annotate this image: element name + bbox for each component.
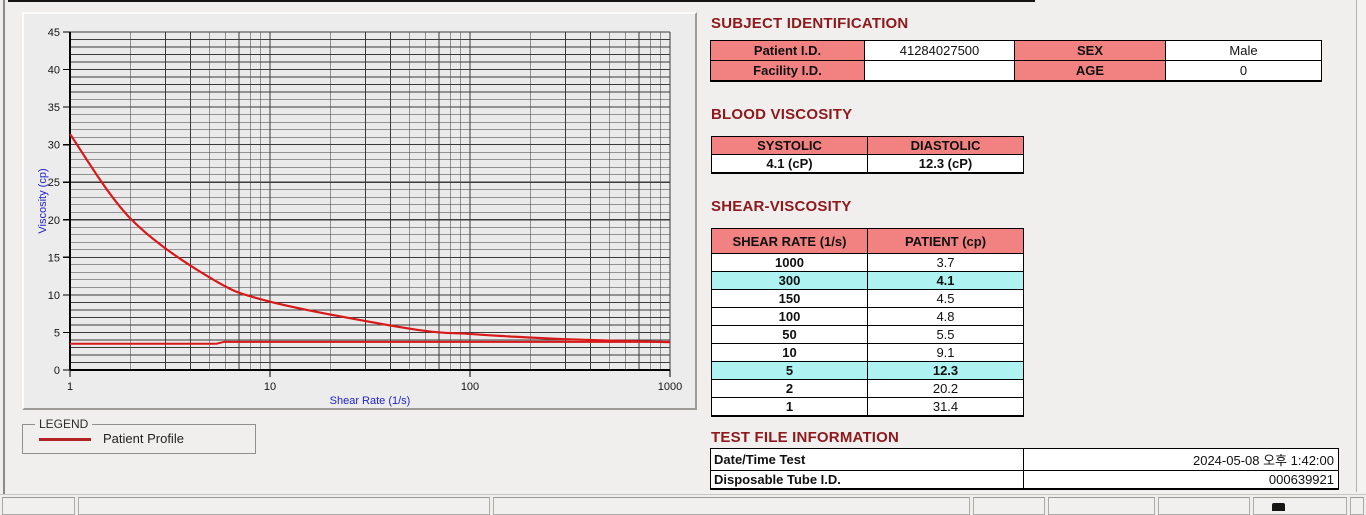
age-value: 0 [1165,60,1322,81]
patient-value-cell: 3.7 [867,253,1024,272]
patient-value-cell: 4.1 [867,271,1024,290]
right-separator-line [1356,0,1357,492]
status-panel [2,497,75,515]
sex-value: Male [1165,40,1322,61]
svg-text:20: 20 [48,215,60,227]
table-row: 100 4.8 [711,307,1024,326]
svg-text:0: 0 [54,365,60,377]
table-row: Patient I.D. 41284027500 SEX Male [710,40,1322,61]
shear-rate-cell: 1000 [711,253,868,272]
legend-entry-label: Patient Profile [103,431,184,446]
patient-value-cell: 4.5 [867,289,1024,308]
patient-value-cell: 9.1 [867,343,1024,362]
test-file-table: Date/Time Test 2024-05-08 오후 1:42:00 Dis… [710,448,1339,490]
table-row: Disposable Tube I.D. 000639921 [710,470,1339,490]
left-border-line [3,0,5,508]
facility-id-label: Facility I.D. [710,60,865,81]
svg-text:1: 1 [67,381,73,393]
shear-rate-cell: 300 [711,271,868,290]
patient-id-label: Patient I.D. [710,40,865,61]
diastolic-value: 12.3 (cP) [867,154,1024,174]
shear-rate-cell: 1 [711,397,868,417]
tube-id-label: Disposable Tube I.D. [710,470,1024,490]
status-panel [1048,497,1155,515]
systolic-value: 4.1 (cP) [711,154,868,174]
shear-rate-cell: 2 [711,379,868,398]
shear-viscosity-table: SHEAR RATE (1/s) PATIENT (cp) 1000 3.7 300… [711,228,1024,417]
svg-text:10: 10 [48,290,60,302]
svg-text:100: 100 [461,381,479,393]
table-row: 2 20.2 [711,379,1024,398]
facility-id-value [864,60,1015,81]
section-title-subject-identification: SUBJECT IDENTIFICATION [711,15,909,32]
patient-id-value: 41284027500 [864,40,1015,61]
section-title-shear-viscosity: SHEAR-VISCOSITY [711,198,852,215]
patient-value-cell: 5.5 [867,325,1024,344]
patient-value-cell: 12.3 [867,361,1024,380]
legend-title: LEGEND [35,417,93,431]
status-icon [1272,503,1285,511]
section-title-test-file-information: TEST FILE INFORMATION [711,429,900,446]
table-row: SYSTOLIC DIASTOLIC [711,136,1024,155]
right-gutter [1357,0,1366,492]
shear-rate-cell: 5 [711,361,868,380]
table-row: 5 12.3 [711,361,1024,380]
shear-rate-header: SHEAR RATE (1/s) [711,228,868,254]
svg-text:45: 45 [48,27,60,39]
systolic-header: SYSTOLIC [711,136,868,155]
svg-text:35: 35 [48,102,60,114]
svg-text:1000: 1000 [658,381,682,393]
patient-value-cell: 31.4 [867,397,1024,417]
shear-rate-cell: 10 [711,343,868,362]
table-row: 50 5.5 [711,325,1024,344]
table-row: 150 4.5 [711,289,1024,308]
patient-value-cell: 20.2 [867,379,1024,398]
status-panel [493,497,970,515]
section-title-blood-viscosity: BLOOD VISCOSITY [711,106,853,123]
status-panel [1350,497,1364,515]
table-row: SHEAR RATE (1/s) PATIENT (cp) [711,228,1024,254]
svg-text:5: 5 [54,327,60,339]
viscosity-chart: 0 5 10 15 20 25 30 35 40 45 1 10 100 1000 Shear Rate (… [24,14,695,408]
shear-rate-cell: 100 [711,307,868,326]
shear-rate-cell: 150 [711,289,868,308]
svg-text:10: 10 [264,381,276,393]
status-panel [1158,497,1250,515]
table-row: 10 9.1 [711,343,1024,362]
chart-panel: 0 5 10 15 20 25 30 35 40 45 1 10 100 1000 Shear Rate (… [22,12,697,410]
status-panel [1253,497,1347,515]
svg-text:30: 30 [48,140,60,152]
status-panel [78,497,490,515]
blood-viscosity-table: SYSTOLIC DIASTOLIC 4.1 (cP) 12.3 (cP) [711,136,1024,174]
diastolic-header: DIASTOLIC [867,136,1024,155]
status-panel [973,497,1045,515]
legend-box: LEGEND Patient Profile [22,417,256,454]
table-row: 1 31.4 [711,397,1024,417]
table-row: Date/Time Test 2024-05-08 오후 1:42:00 [710,448,1339,471]
table-row: 300 4.1 [711,271,1024,290]
patient-header: PATIENT (cp) [867,228,1024,254]
table-row: Facility I.D. AGE 0 [710,60,1322,81]
legend-line-sample [39,438,91,441]
table-row: 4.1 (cP) 12.3 (cP) [711,154,1024,174]
tube-id-value: 000639921 [1023,470,1339,490]
svg-text:Shear Rate (1/s): Shear Rate (1/s) [330,395,411,407]
top-border-line [8,0,1035,2]
svg-text:Viscosity (cp): Viscosity (cp) [37,168,49,233]
svg-text:15: 15 [48,252,60,264]
age-label: AGE [1014,60,1166,81]
patient-value-cell: 4.8 [867,307,1024,326]
status-bar [0,494,1366,515]
shear-rate-cell: 50 [711,325,868,344]
subject-identification-table: Patient I.D. 41284027500 SEX Male Facili… [710,40,1322,82]
date-time-value: 2024-05-08 오후 1:42:00 [1023,448,1339,471]
svg-text:25: 25 [48,177,60,189]
date-time-label: Date/Time Test [710,448,1024,471]
sex-label: SEX [1014,40,1166,61]
table-row: 1000 3.7 [711,253,1024,272]
svg-text:40: 40 [48,65,60,77]
